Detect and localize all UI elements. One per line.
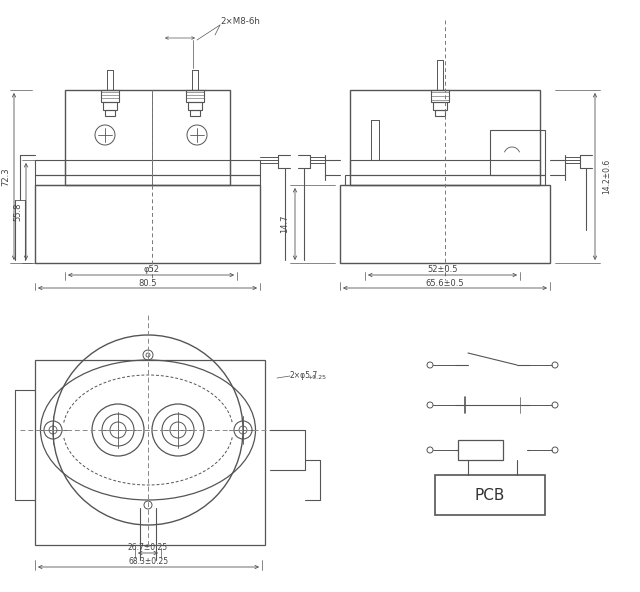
Bar xyxy=(431,90,449,102)
Bar xyxy=(490,130,545,175)
Text: 2×M8-6h: 2×M8-6h xyxy=(220,18,260,27)
Bar xyxy=(345,175,545,185)
Bar xyxy=(433,102,447,110)
Text: 26.7±0.25: 26.7±0.25 xyxy=(128,543,168,552)
Text: 55.8: 55.8 xyxy=(13,202,22,221)
Text: φ52: φ52 xyxy=(143,265,159,275)
Bar xyxy=(186,90,204,102)
Bar xyxy=(35,175,260,185)
Text: 68.3±0.25: 68.3±0.25 xyxy=(129,558,168,567)
Text: +0.25: +0.25 xyxy=(307,375,326,380)
Bar xyxy=(65,160,230,175)
Bar xyxy=(435,475,545,515)
Text: 2×φ5.7: 2×φ5.7 xyxy=(290,371,318,379)
Bar xyxy=(105,110,115,116)
Bar xyxy=(458,440,503,460)
Bar xyxy=(103,102,117,110)
Bar xyxy=(340,185,550,263)
Text: 14.2±0.6: 14.2±0.6 xyxy=(602,159,611,194)
Bar xyxy=(188,102,202,110)
Bar xyxy=(101,90,119,102)
Bar xyxy=(350,160,540,175)
Bar xyxy=(65,90,230,185)
Text: 14.7: 14.7 xyxy=(280,215,289,233)
Bar xyxy=(435,110,445,116)
Bar xyxy=(190,110,200,116)
Text: PCB: PCB xyxy=(475,487,505,503)
Bar xyxy=(35,185,260,263)
Text: 52±0.5: 52±0.5 xyxy=(428,265,458,274)
Text: 65.6±0.5: 65.6±0.5 xyxy=(426,278,464,288)
Text: 72.3: 72.3 xyxy=(1,167,10,186)
Bar xyxy=(35,360,265,545)
Text: 80.5: 80.5 xyxy=(138,278,157,288)
Bar xyxy=(350,90,540,185)
